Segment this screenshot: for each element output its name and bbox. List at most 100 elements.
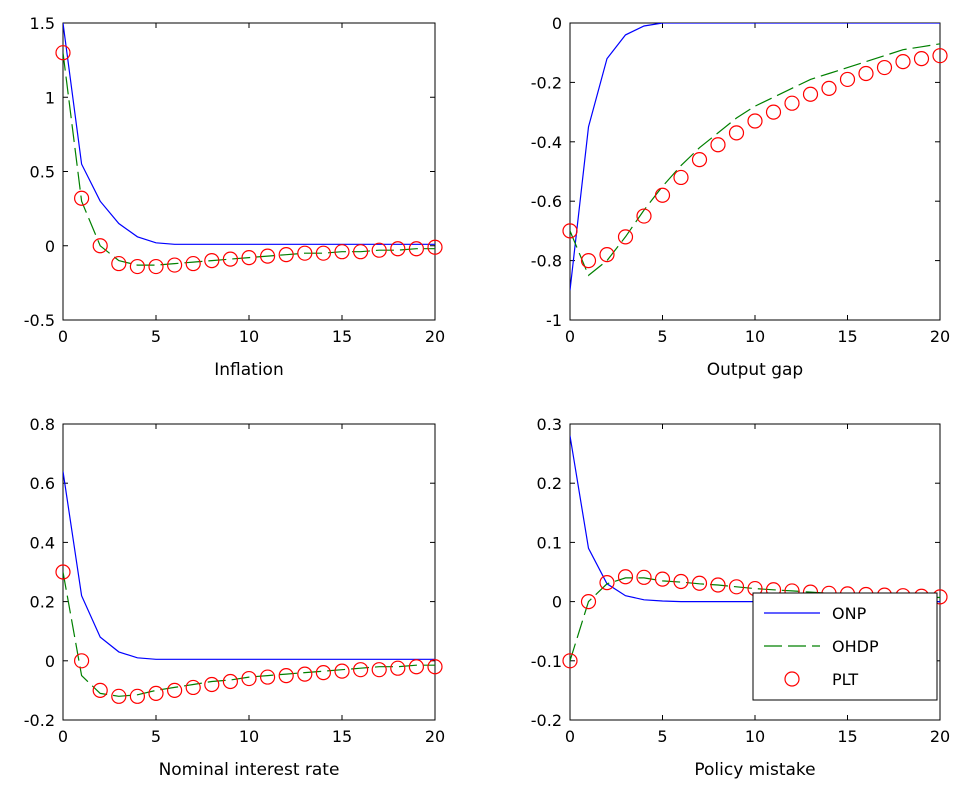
output-gap-panel: 0 5 10 15 20 -1 -0.8 -0.6 -0.4 -0.2 0 Output gap (531, 14, 950, 380)
plt-point (617, 569, 634, 585)
plt-point (278, 667, 294, 684)
y-tick-label: 0.1 (537, 533, 562, 552)
ohdp-line (63, 571, 435, 697)
plt-point (334, 244, 350, 260)
plt-point (673, 169, 689, 186)
plt-point (710, 137, 726, 153)
plt-point (204, 676, 220, 693)
x-tick-label: 10 (239, 327, 259, 346)
plt-point (185, 255, 201, 272)
plt-point (654, 187, 671, 203)
y-tick-label: 0 (45, 237, 55, 256)
plt-point (562, 653, 578, 669)
plt-point (580, 253, 597, 269)
plt-point (728, 125, 745, 141)
x-tick-label: 10 (745, 727, 765, 746)
x-tick-label: 15 (332, 327, 352, 346)
plt-point (599, 575, 615, 591)
plt-point (260, 248, 276, 264)
plt-point (691, 152, 708, 168)
plt-point (408, 659, 424, 675)
plt-point (747, 113, 763, 129)
plot-area (63, 23, 435, 266)
y-tick-label: 0.4 (30, 533, 55, 552)
plt-point (260, 669, 276, 685)
plt-point (390, 241, 406, 257)
plt-point (297, 666, 313, 682)
onp-line (570, 23, 940, 291)
y-tick-label: 0.2 (30, 593, 55, 612)
y-tick-label: 0.5 (30, 163, 55, 182)
y-tick-label: 0.8 (30, 415, 55, 434)
legend-label-onp: ONP (832, 604, 867, 623)
y-tick-label: 0.3 (537, 415, 562, 434)
plt-point (371, 242, 387, 258)
ohdp-line (570, 43, 940, 277)
y-tick-label: -0.2 (531, 711, 562, 730)
x-axis-label: Inflation (214, 360, 283, 380)
y-tick-label: -0.2 (531, 73, 562, 92)
x-tick-label: 15 (837, 727, 857, 746)
x-axis-label: Nominal interest rate (159, 760, 340, 780)
legend-label-plt: PLT (832, 670, 858, 689)
x-tick-label: 15 (837, 327, 857, 346)
legend: ONP OHDP PLT (752, 592, 938, 701)
x-tick-label: 0 (58, 727, 68, 746)
x-tick-label: 20 (930, 727, 950, 746)
onp-line (63, 23, 435, 245)
y-tick-label: 0.6 (30, 474, 55, 493)
plt-point (278, 247, 294, 263)
x-tick-label: 20 (425, 727, 445, 746)
plt-point (315, 665, 331, 681)
plt-point (204, 253, 220, 269)
plt-point (241, 250, 257, 266)
x-axis-label: Policy mistake (694, 760, 815, 780)
y-tick-label: 0.2 (537, 474, 562, 493)
y-tick-label: -0.5 (24, 311, 55, 330)
x-tick-label: 5 (151, 327, 161, 346)
plt-point (73, 653, 90, 669)
plt-point (111, 255, 127, 272)
plt-point (617, 229, 634, 245)
plt-point (562, 223, 578, 239)
x-tick-label: 15 (332, 727, 352, 746)
plt-point (92, 238, 108, 254)
plt-point (408, 241, 424, 257)
y-tick-label: -0.6 (531, 192, 562, 211)
plt-point (73, 190, 90, 206)
plt-point (673, 573, 689, 590)
plt-point (241, 670, 257, 687)
plt-point (129, 688, 145, 704)
plt-point (691, 575, 708, 591)
plt-point (148, 258, 164, 275)
x-tick-label: 0 (565, 727, 575, 746)
onp-line (63, 471, 435, 660)
y-tick-label: -0.2 (24, 711, 55, 730)
plt-point (580, 593, 597, 610)
x-tick-label: 5 (657, 727, 667, 746)
x-tick-label: 20 (930, 327, 950, 346)
y-tick-label: 0 (552, 593, 562, 612)
y-tick-label: -0.1 (531, 652, 562, 671)
plt-point (167, 682, 183, 699)
y-tick-label: 1 (45, 88, 55, 107)
ohdp-line (63, 52, 435, 266)
plt-point (129, 258, 145, 275)
plt-point (765, 104, 782, 120)
plt-point (222, 673, 238, 690)
plt-point (55, 45, 71, 61)
plt-point (315, 245, 331, 261)
plt-point (636, 208, 652, 224)
y-tick-label: 0 (552, 14, 562, 33)
plt-point (784, 95, 800, 111)
x-tick-label: 5 (657, 327, 667, 346)
legend-box (752, 592, 938, 701)
x-tick-label: 20 (425, 327, 445, 346)
x-axis-label: Output gap (707, 360, 803, 380)
plt-point (353, 244, 369, 260)
plot-area (570, 23, 940, 291)
plt-point (599, 247, 615, 263)
plt-point (932, 48, 948, 64)
